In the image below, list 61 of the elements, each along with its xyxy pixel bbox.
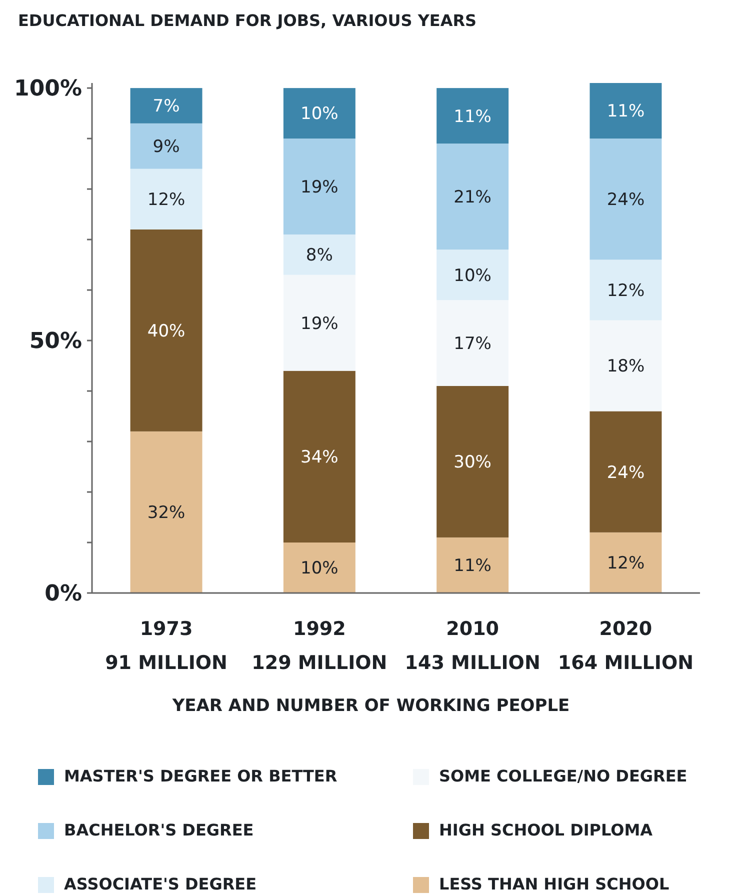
data-label: 11%	[606, 102, 645, 122]
data-label: 11%	[454, 556, 492, 576]
x-tick-label: 1973 91 MILLION	[105, 618, 228, 674]
bar	[130, 229, 202, 432]
bar	[590, 260, 662, 320]
bar	[436, 537, 509, 593]
bar	[436, 88, 509, 144]
data-label: 7%	[152, 96, 180, 117]
bar	[130, 431, 202, 593]
data-label: 40%	[147, 321, 186, 342]
bar	[590, 320, 662, 412]
y-tick-label: 50%	[29, 329, 82, 354]
data-label: 19%	[300, 314, 338, 334]
legend-label: LESS THAN HIGH SCHOOL	[439, 874, 670, 894]
legend-label: ASSOCIATE'S DEGREE	[64, 874, 257, 894]
data-label: 11%	[454, 106, 492, 127]
data-label: 21%	[454, 188, 492, 208]
bar	[436, 386, 509, 538]
bar	[590, 138, 662, 260]
data-label: 34%	[300, 448, 338, 468]
bar	[436, 300, 509, 386]
bar	[283, 274, 356, 371]
data-label: 10%	[300, 558, 338, 579]
data-label: 12%	[606, 280, 645, 301]
legend-label: MASTER'S DEGREE OR BETTER	[64, 766, 338, 786]
x-tick-label: 2010 143 MILLION	[404, 618, 540, 674]
bar	[590, 83, 662, 139]
bar	[590, 532, 662, 593]
data-label: 8%	[306, 246, 333, 266]
y-tick-label: 100%	[14, 76, 82, 102]
legend-label: BACHELOR'S DEGREE	[64, 820, 254, 840]
x-tick-label: 1992 129 MILLION	[252, 618, 388, 674]
chart-title: EDUCATIONAL DEMAND FOR JOBS, VARIOUS YEARS	[18, 11, 477, 30]
bar	[130, 168, 202, 230]
x-tick-label: 2020 164 MILLION	[558, 618, 694, 674]
bar	[590, 411, 662, 532]
bar	[130, 123, 202, 169]
bar	[130, 88, 202, 124]
data-label: 9%	[152, 137, 180, 158]
bar	[436, 144, 509, 250]
bar	[283, 234, 356, 275]
data-label: 24%	[606, 190, 645, 210]
data-label: 12%	[606, 554, 645, 574]
data-label: 17%	[454, 334, 492, 354]
data-label: 18%	[606, 356, 645, 377]
bar	[283, 542, 356, 593]
x-axis-title: YEAR AND NUMBER OF WORKING PEOPLE	[171, 696, 570, 716]
data-label: 12%	[147, 190, 186, 210]
bar	[283, 370, 356, 543]
bar	[283, 138, 356, 234]
bar	[436, 250, 509, 300]
data-label: 24%	[606, 462, 645, 483]
data-label: 19%	[300, 177, 338, 198]
data-label: 10%	[454, 266, 492, 286]
legend-label: SOME COLLEGE/NO DEGREE	[439, 766, 688, 786]
data-label: 30%	[454, 452, 492, 473]
legend-label: HIGH SCHOOL DIPLOMA	[439, 820, 654, 840]
data-label: 10%	[300, 104, 338, 124]
y-tick-label: 0%	[44, 582, 82, 607]
data-label: 32%	[147, 503, 186, 524]
bar	[283, 88, 356, 139]
